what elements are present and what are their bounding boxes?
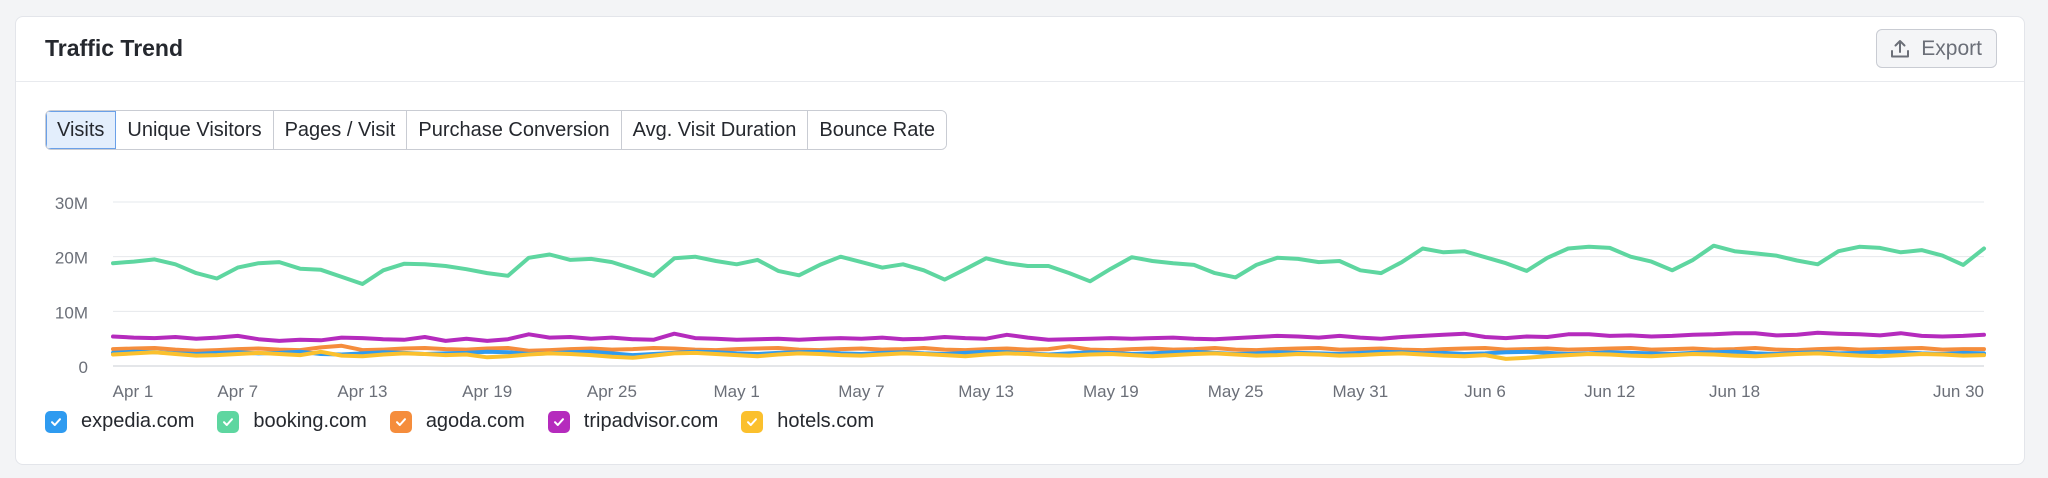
export-button[interactable]: Export [1876, 29, 1997, 68]
x-tick-label: May 13 [958, 382, 1014, 401]
tab-pages-per-visit[interactable]: Pages / Visit [273, 111, 408, 149]
legend-item-booking[interactable]: booking.com [217, 410, 367, 433]
checkbox-icon [389, 410, 412, 433]
legend-item-tripadvisor[interactable]: tripadvisor.com [547, 410, 719, 433]
x-tick-label: Jun 6 [1464, 382, 1506, 401]
x-tick-label: Apr 1 [113, 382, 154, 401]
x-tick-label: May 19 [1083, 382, 1139, 401]
x-tick-label: Apr 19 [462, 382, 512, 401]
legend-label: hotels.com [777, 410, 874, 432]
checkbox-icon [217, 410, 240, 433]
x-tick-label: Apr 25 [587, 382, 637, 401]
tab-bounce-rate[interactable]: Bounce Rate [808, 111, 947, 149]
x-tick-label: May 1 [714, 382, 760, 401]
legend-label: tripadvisor.com [583, 410, 719, 432]
legend-item-agoda[interactable]: agoda.com [389, 410, 525, 433]
y-tick-label: 10M [55, 303, 88, 322]
chart-legend: expedia.com booking.com agoda.com tripad… [45, 410, 897, 433]
traffic-line-chart: 0 10M 20M 30M Apr 1 Apr 7 Apr 13 Apr 19 Apr 25 Ma… [55, 194, 1986, 401]
x-tick-label: Jun 12 [1584, 382, 1635, 401]
traffic-trend-card: Traffic Trend Export Visits Unique Visit… [15, 16, 2025, 465]
checkbox-icon [45, 410, 67, 433]
series-line-agoda [111, 343, 1986, 353]
card-title: Traffic Trend [45, 35, 184, 61]
tab-visits[interactable]: Visits [46, 111, 117, 149]
x-tick-label: Apr 7 [217, 382, 258, 401]
legend-item-expedia[interactable]: expedia.com [45, 410, 194, 433]
y-tick-label: 20M [55, 249, 88, 268]
metric-tabs: Visits Unique Visitors Pages / Visit Pur… [45, 110, 948, 150]
card-header: Traffic Trend Export [16, 17, 2024, 82]
y-tick-label: 0 [79, 358, 88, 377]
tab-unique-visitors[interactable]: Unique Visitors [116, 111, 274, 149]
tab-avg-visit-duration[interactable]: Avg. Visit Duration [621, 111, 809, 149]
x-tick-label: May 25 [1208, 382, 1264, 401]
x-tick-label: Jun 18 [1709, 382, 1760, 401]
tab-purchase-conversion[interactable]: Purchase Conversion [407, 111, 622, 149]
y-tick-label: 30M [55, 194, 88, 213]
legend-label: agoda.com [425, 410, 525, 432]
legend-label: booking.com [253, 410, 367, 432]
x-tick-label: Apr 13 [337, 382, 387, 401]
x-tick-label: Jun 30 [1933, 382, 1984, 401]
legend-label: expedia.com [81, 410, 195, 432]
x-tick-label: May 31 [1332, 382, 1388, 401]
upload-icon [1889, 38, 1911, 60]
checkbox-icon [547, 410, 570, 433]
x-tick-label: May 7 [838, 382, 884, 401]
series-line-hotels [111, 349, 1986, 361]
checkbox-icon [741, 410, 764, 433]
export-label: Export [1921, 36, 1982, 60]
series-line-tripadvisor [111, 330, 1986, 343]
legend-item-hotels[interactable]: hotels.com [741, 410, 874, 433]
series-line-booking [111, 243, 1986, 286]
